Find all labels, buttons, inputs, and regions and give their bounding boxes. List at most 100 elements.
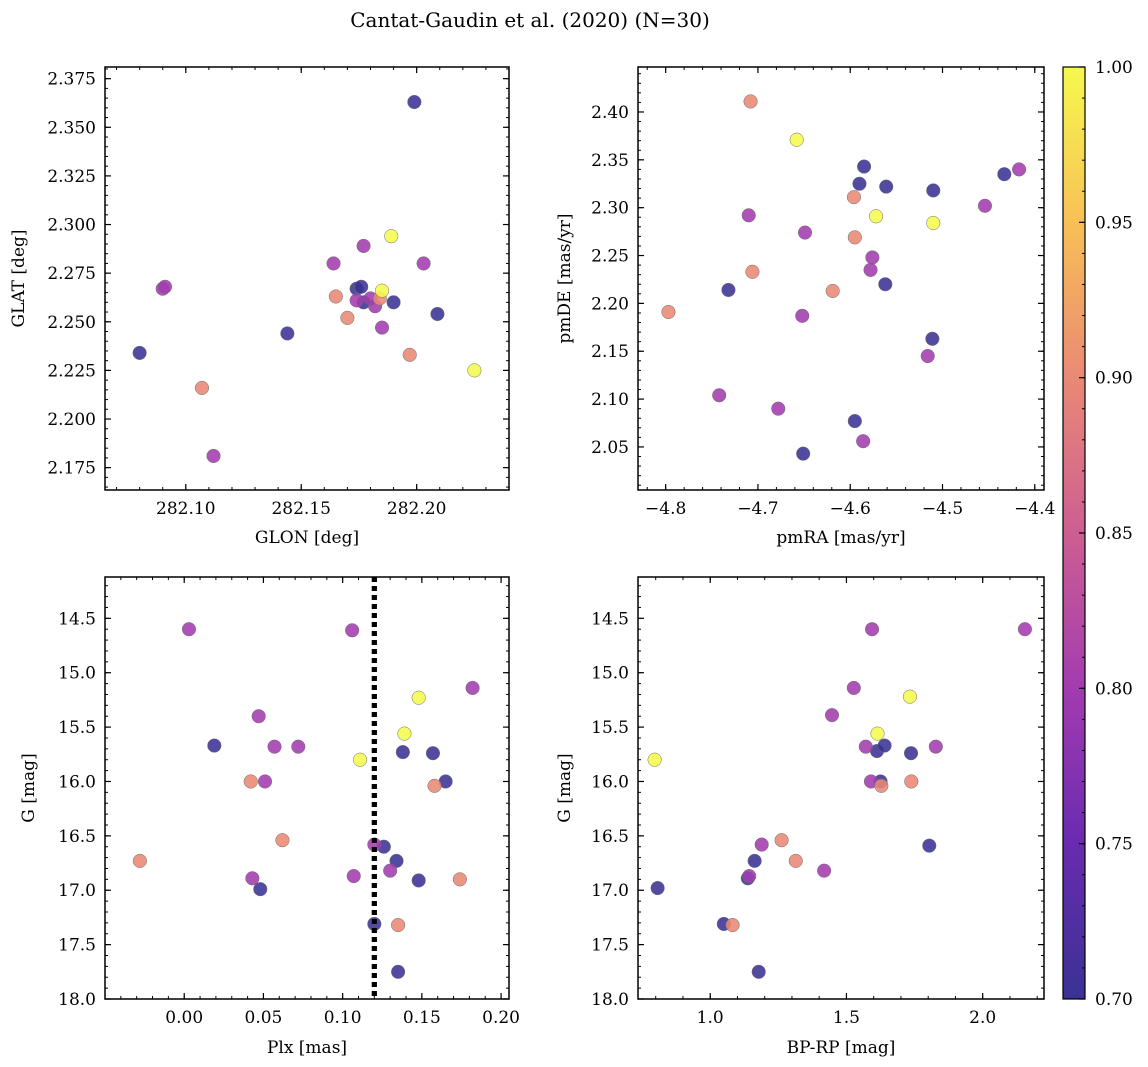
y-tick-label: 2.25 [591, 247, 629, 267]
scatter-point [383, 863, 398, 878]
scatter-point [741, 208, 756, 223]
scatter-point [1017, 622, 1032, 637]
x-tick-label: −4.4 [1014, 499, 1055, 519]
panel-color-magnitude: 1.0 1.5 2.0 14.5 15.0 15.5 16.0 16.5 17.0 17.5 18.… [555, 576, 1045, 1058]
y-tick-label: 14.5 [58, 609, 96, 629]
scatter-point [245, 871, 260, 886]
scatter-point [771, 401, 786, 416]
scatter-point [411, 873, 426, 888]
x-tick-label: 282.20 [387, 499, 446, 519]
scatter-point [206, 448, 221, 464]
y-tick-label: 17.0 [591, 881, 629, 901]
scatter-point [847, 414, 862, 429]
y-tick-label: 2.350 [47, 118, 96, 138]
scatter-point [467, 363, 482, 378]
scatter-point [865, 622, 880, 637]
y-tick-label: 18.0 [58, 990, 96, 1010]
scatter-point [1012, 162, 1027, 177]
scatter-point [870, 726, 885, 741]
scatter-point [824, 708, 840, 723]
y-tick-label: 15.5 [591, 718, 629, 738]
scatter-point [384, 229, 399, 244]
x-tick-label: 0.05 [245, 1008, 283, 1028]
y-tick-label: 2.05 [591, 438, 629, 458]
scatter-point [430, 306, 445, 322]
scatter-point [865, 250, 880, 265]
x-axis-label: pmRA [mas/yr] [776, 528, 905, 548]
scatter-point [395, 745, 410, 760]
scatter-point [346, 869, 361, 884]
scatter-point [925, 331, 940, 346]
y-axis-label: G [mag] [19, 753, 39, 822]
scatter-point [877, 738, 892, 753]
scatter-point [789, 132, 804, 147]
colorbar-tick-label: 0.70 [1095, 990, 1133, 1010]
scatter-point [721, 282, 736, 298]
scatter-point [349, 293, 364, 308]
scatter-point [181, 622, 197, 637]
scatter-point [795, 308, 810, 323]
scatter-point [465, 680, 480, 695]
y-tick-label: 15.0 [591, 664, 629, 684]
scatter-point [345, 623, 360, 638]
scatter-point [928, 739, 943, 754]
scatter-point [920, 348, 935, 364]
scatter-point [386, 295, 401, 310]
scatter-point [354, 279, 369, 294]
y-tick-label: 17.5 [58, 936, 96, 956]
scatter-point [825, 283, 840, 298]
colorbar: 0.70 0.75 0.80 0.85 0.90 0.95 1.00 [1062, 58, 1133, 1010]
y-tick-label: 2.35 [591, 151, 629, 171]
y-tick-label: 2.40 [591, 103, 629, 123]
x-axis-label: GLON [deg] [255, 528, 359, 548]
y-tick-label: 2.325 [47, 167, 96, 187]
x-tick-label: 282.10 [156, 499, 215, 519]
y-tick-label: 2.30 [591, 199, 629, 219]
scatter-point [869, 209, 884, 224]
colorbar-tick-label: 0.75 [1095, 835, 1133, 855]
y-tick-label: 2.375 [47, 70, 96, 90]
y-tick-label: 2.300 [47, 216, 96, 236]
scatter-point [846, 190, 861, 205]
x-tick-label: 2.0 [969, 1008, 996, 1028]
colorbar-tick-label: 0.80 [1095, 679, 1133, 699]
plot-frame [104, 66, 510, 491]
scatter-point [751, 964, 766, 979]
scatter-point [904, 774, 919, 789]
scatter-point [452, 872, 467, 887]
y-axis-label: pmDE [mas/yr] [555, 213, 575, 343]
y-axis-label: GLAT [deg] [9, 229, 29, 327]
x-tick-label: −4.8 [645, 499, 686, 519]
x-tick-label: 1.0 [697, 1008, 724, 1028]
scatter-point [774, 833, 789, 848]
panel-position: 282.10 282.15 282.20 2.175 2.200 2.225 2.250 2.… [9, 66, 510, 548]
y-tick-label: 17.0 [58, 881, 96, 901]
colorbar-tick-label: 0.85 [1095, 524, 1133, 544]
scatter-point [427, 778, 442, 793]
scatter-point [356, 238, 371, 253]
scatter-point [852, 176, 867, 191]
scatter-point [251, 709, 266, 724]
y-tick-label: 16.0 [591, 772, 629, 792]
y-tick-label: 2.225 [47, 361, 96, 381]
y-tick-label: 2.275 [47, 264, 96, 284]
x-tick-label: 0.20 [482, 1008, 520, 1028]
x-tick-label: −4.7 [737, 499, 778, 519]
plot-frame [104, 576, 510, 1000]
scatter-point [661, 304, 676, 320]
scatter-point [257, 774, 273, 789]
scatter-points [132, 94, 482, 464]
x-tick-label: 0.00 [165, 1008, 203, 1028]
y-tick-label: 2.250 [47, 313, 96, 333]
scatter-point [326, 256, 341, 271]
scatter-point [328, 289, 343, 304]
scatter-point [879, 179, 894, 194]
scatter-point [374, 283, 390, 298]
scatter-point [747, 853, 762, 868]
figure-title: Cantat-Gaudin et al. (2020) (N=30) [350, 8, 710, 32]
scatter-point [997, 167, 1012, 182]
scatter-point [132, 853, 147, 868]
scatter-point [903, 746, 919, 761]
scatter-point [243, 774, 258, 789]
